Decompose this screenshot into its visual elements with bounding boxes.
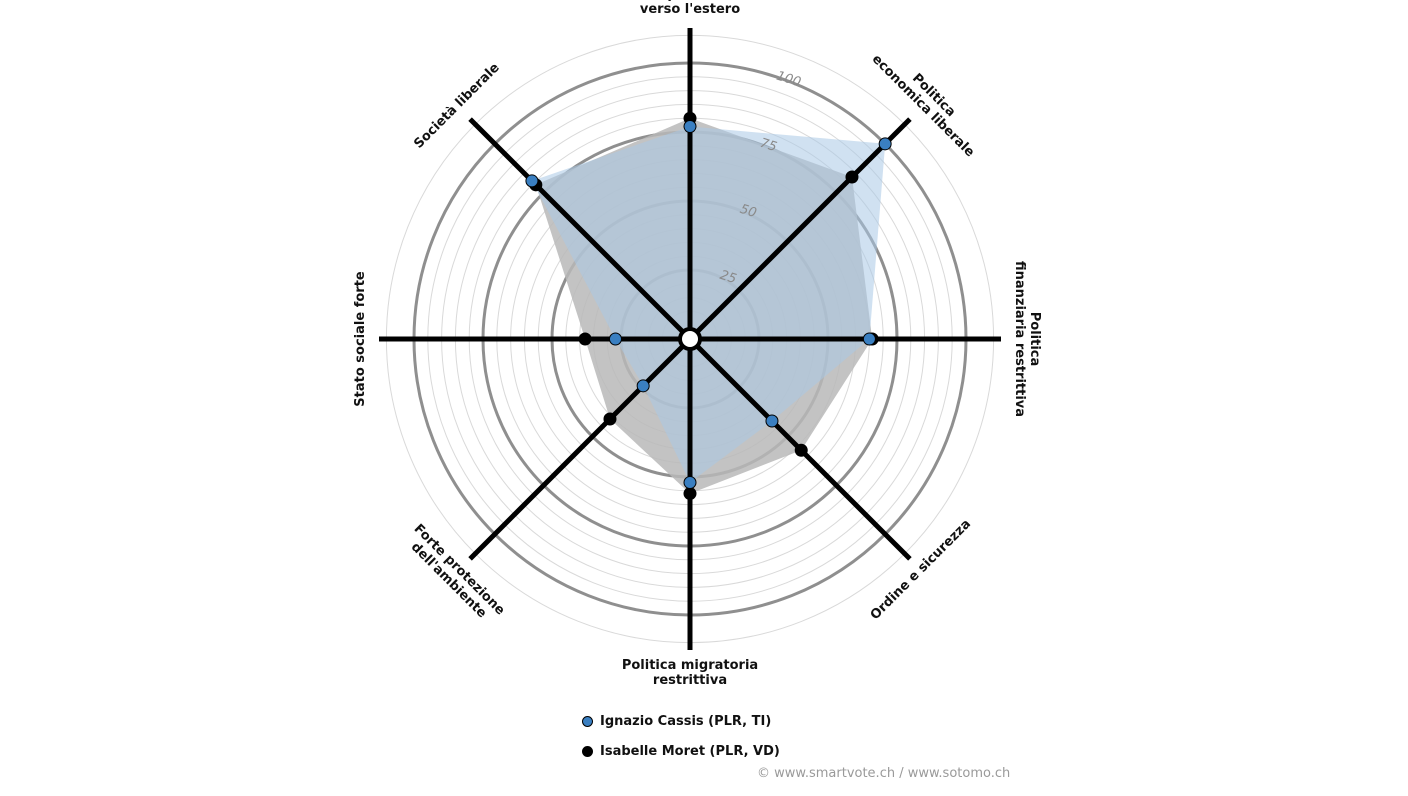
legend: Ignazio Cassis (PLR, TI) Isabelle Moret … <box>582 706 780 766</box>
data-point <box>608 332 622 346</box>
axis-label: restrittiva <box>653 673 727 688</box>
axis-label: Politica migratoria <box>622 658 758 673</box>
center-hub-inner <box>682 331 698 347</box>
data-point <box>878 137 892 151</box>
axis-label: Politica <box>1027 312 1042 367</box>
axis-line <box>468 117 692 341</box>
data-point <box>683 119 697 133</box>
legend-marker-moret <box>582 745 593 757</box>
series-area-group <box>531 118 886 494</box>
data-point <box>636 379 650 393</box>
data-point <box>862 332 876 346</box>
data-point <box>845 170 859 184</box>
axis-label: verso l'estero <box>640 2 740 17</box>
axis-label: Stato sociale forte <box>353 271 368 407</box>
tick-label: 75 <box>758 136 778 155</box>
legend-marker-cassis <box>582 715 593 727</box>
axis-line <box>468 337 692 561</box>
data-point <box>578 332 592 346</box>
axis-label: finanziaria restrittiva <box>1012 261 1027 417</box>
data-point <box>794 443 808 457</box>
axis-label-group: Aperturaverso l'estero <box>640 0 740 17</box>
source-credit: © www.smartvote.ch / www.sotomo.ch <box>757 766 1011 781</box>
legend-item-moret: Isabelle Moret (PLR, VD) <box>582 736 780 766</box>
legend-label-cassis: Ignazio Cassis (PLR, TI) <box>600 713 772 729</box>
data-point <box>683 476 697 490</box>
tick-label: 100 <box>774 69 802 91</box>
axis-line <box>688 117 912 341</box>
axes-group <box>379 28 1001 650</box>
axis-label: Apertura <box>657 0 722 2</box>
data-point <box>525 174 539 188</box>
tick-label: 50 <box>738 202 758 221</box>
series-area-0 <box>531 126 886 483</box>
data-point <box>765 414 779 428</box>
tick-label: 25 <box>718 268 738 287</box>
legend-item-cassis: Ignazio Cassis (PLR, TI) <box>582 706 780 736</box>
data-point <box>683 487 697 501</box>
data-point <box>603 412 617 426</box>
axis-label-group: Stato sociale forte <box>353 271 368 407</box>
legend-label-moret: Isabelle Moret (PLR, VD) <box>600 743 780 759</box>
